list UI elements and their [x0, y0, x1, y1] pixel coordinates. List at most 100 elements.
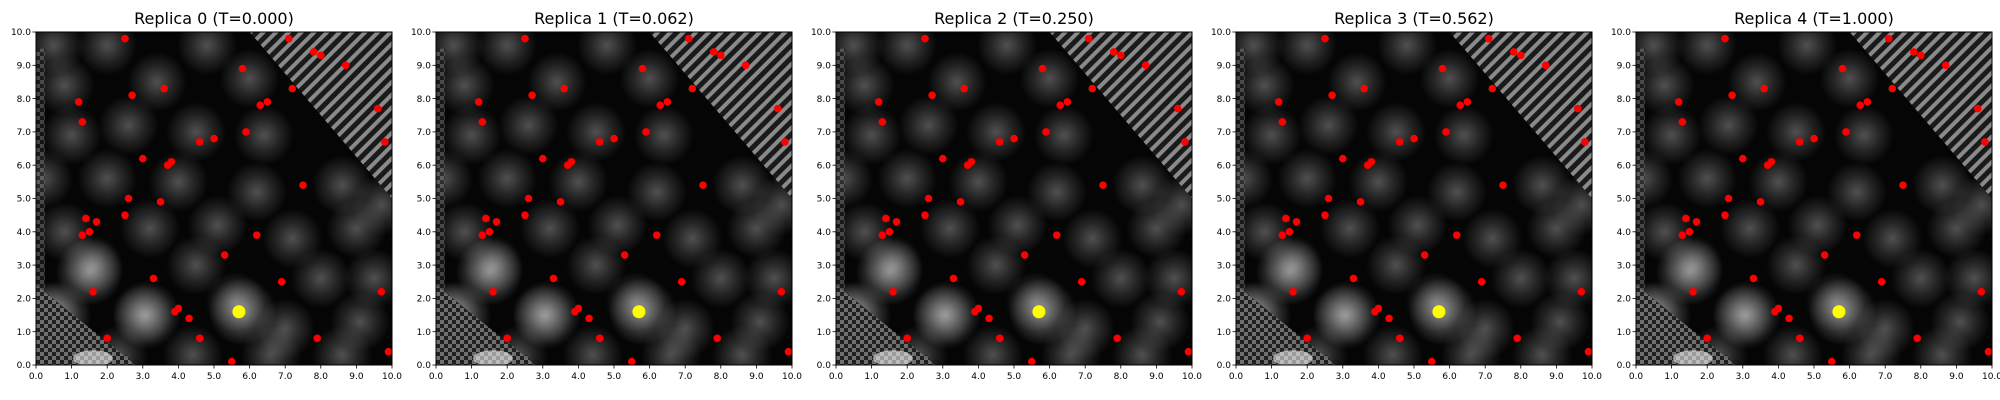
- sample-point: [1173, 104, 1182, 113]
- landscape-background: [36, 32, 392, 365]
- sample-point: [928, 91, 936, 100]
- y-tick-label: 5.0: [417, 195, 432, 205]
- sample-point: [628, 357, 636, 365]
- x-tick-label: 10.0: [1582, 372, 1602, 382]
- panel-title: Replica 0 (T=0.000): [134, 9, 294, 28]
- sample-point: [478, 118, 487, 126]
- sample-point: [1728, 91, 1736, 100]
- sample-point: [713, 334, 722, 343]
- x-tick-label: 4.0: [171, 372, 186, 382]
- replica-panel-4: 0.0 1.0 2.0 3.0 4.0 5.0 6.0 7.0 8.0 9.0 10.0 0.0 1.0…: [1611, 9, 2000, 382]
- sample-point: [156, 198, 165, 206]
- y-tick-label: 5.0: [17, 195, 32, 205]
- sample-point: [524, 194, 533, 203]
- sample-point: [1909, 48, 1918, 56]
- sample-point: [663, 98, 672, 106]
- sample-point: [1984, 347, 1992, 356]
- sample-point: [1941, 61, 1950, 70]
- sample-point: [1395, 334, 1404, 343]
- sample-point: [78, 231, 87, 239]
- y-tick-label: 3.0: [817, 261, 832, 271]
- sample-point: [381, 138, 389, 146]
- sample-point: [1052, 231, 1061, 239]
- sample-point: [878, 231, 887, 239]
- sample-point: [960, 84, 968, 93]
- sample-point: [1184, 347, 1192, 356]
- sample-point: [1038, 64, 1047, 73]
- x-tick-label: 3.0: [136, 372, 151, 382]
- x-tick-label: 1.0: [464, 372, 479, 382]
- y-tick-label: 7.0: [1217, 128, 1232, 138]
- sample-point: [263, 98, 272, 106]
- sample-point: [885, 228, 894, 236]
- y-tick-label: 2.0: [1617, 295, 1632, 305]
- sample-point: [171, 307, 179, 316]
- y-tick-label: 1.0: [1617, 328, 1632, 338]
- sample-point: [1703, 334, 1711, 343]
- sample-point: [1181, 138, 1189, 146]
- sample-point: [1721, 34, 1729, 43]
- sample-point: [373, 104, 382, 113]
- sample-point: [1020, 251, 1029, 259]
- x-tick-label: 2.0: [100, 372, 115, 382]
- sample-point: [1877, 277, 1886, 286]
- sample-point: [163, 161, 172, 169]
- sample-point: [709, 48, 718, 56]
- sample-point: [89, 287, 97, 296]
- x-tick-label: 4.0: [1371, 372, 1386, 382]
- x-tick-label: 7.0: [278, 372, 293, 382]
- sample-point: [1099, 181, 1107, 189]
- sample-point: [781, 138, 789, 146]
- y-tick-label: 10.0: [411, 28, 431, 38]
- x-tick-label: 0.0: [29, 372, 44, 382]
- sample-point: [1760, 84, 1768, 93]
- sample-point: [924, 194, 933, 203]
- sample-point: [985, 314, 993, 323]
- sample-point: [889, 287, 897, 296]
- sample-point: [485, 228, 494, 236]
- sample-point: [1056, 101, 1065, 110]
- sample-point: [1282, 214, 1290, 223]
- sample-point: [474, 98, 483, 106]
- sample-point: [1689, 287, 1697, 296]
- sample-point: [521, 211, 529, 219]
- x-tick-label: 10.0: [782, 372, 802, 382]
- sample-point: [1438, 64, 1447, 73]
- sample-point: [1577, 287, 1586, 296]
- sample-point: [238, 64, 247, 73]
- y-tick-label: 7.0: [1617, 128, 1632, 138]
- sample-point: [1042, 128, 1050, 136]
- sample-point: [1324, 194, 1333, 203]
- sample-point: [963, 161, 972, 169]
- x-tick-label: 8.0: [1914, 372, 1929, 382]
- sample-point: [595, 334, 604, 343]
- sample-point: [1771, 307, 1779, 316]
- sample-point: [1852, 231, 1861, 239]
- panel-title: Replica 4 (T=1.000): [1734, 9, 1894, 28]
- y-tick-label: 4.0: [817, 228, 832, 238]
- sample-point: [921, 211, 929, 219]
- y-tick-label: 5.0: [1217, 195, 1232, 205]
- y-tick-label: 8.0: [17, 95, 32, 105]
- sample-point: [642, 128, 650, 136]
- sample-point: [652, 231, 661, 239]
- sample-point: [1517, 51, 1525, 60]
- sample-point: [773, 104, 782, 113]
- sample-point: [949, 274, 958, 283]
- sample-point: [1917, 51, 1925, 60]
- sample-point: [585, 314, 593, 323]
- sample-point: [1488, 84, 1497, 93]
- panel-title: Replica 3 (T=0.562): [1334, 9, 1494, 28]
- x-tick-label: 2.0: [1300, 372, 1315, 382]
- panel-title: Replica 2 (T=0.250): [934, 9, 1094, 28]
- x-tick-label: 7.0: [1878, 372, 1893, 382]
- sample-point: [939, 154, 947, 163]
- sample-point: [1756, 198, 1765, 206]
- panel-title: Replica 1 (T=0.062): [534, 9, 694, 28]
- sample-point: [1884, 34, 1893, 43]
- landscape-background: [1636, 32, 1992, 365]
- sample-point: [892, 218, 901, 226]
- sample-point: [1303, 334, 1311, 343]
- sample-point: [195, 138, 204, 146]
- sample-point: [1477, 277, 1486, 286]
